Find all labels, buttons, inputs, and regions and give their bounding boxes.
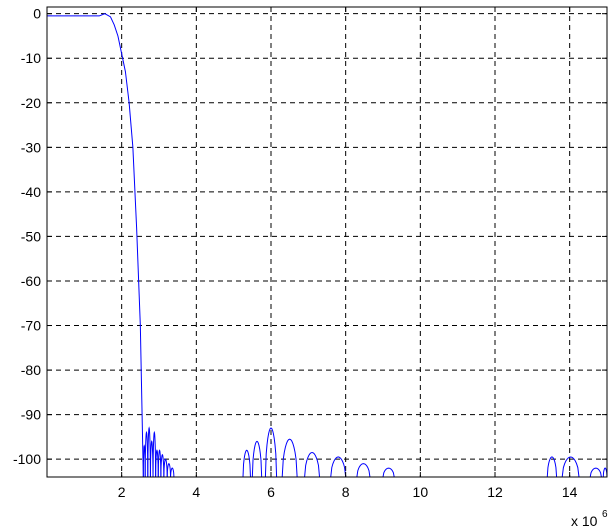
x-tick-label: 8 <box>342 484 350 500</box>
stopband-lobe <box>242 449 251 478</box>
grid-lines <box>47 7 607 477</box>
y-tick-label: -20 <box>21 95 41 111</box>
stopband-lobe <box>546 456 558 478</box>
passband-line <box>47 13 144 478</box>
stopband-lobe <box>170 467 175 478</box>
stopband-lobe <box>356 463 371 478</box>
x-tick-label: 4 <box>192 484 200 500</box>
axis-ticks <box>47 7 607 477</box>
plot-background <box>47 7 607 477</box>
stopband-lobe <box>155 449 159 478</box>
stopband-lobe <box>304 451 321 478</box>
y-tick-label: -90 <box>21 407 41 423</box>
data-series <box>47 13 608 478</box>
stopband-lobe <box>160 453 165 478</box>
x-tick-label: 12 <box>487 484 503 500</box>
stopband-lobe <box>330 456 347 478</box>
stopband-lobe <box>142 444 146 478</box>
stopband-lobe <box>561 456 580 478</box>
stopband-lobe <box>602 467 608 478</box>
y-tick-label: -10 <box>21 50 41 66</box>
stopband-lobe <box>149 440 154 478</box>
stopband-lobe <box>152 430 157 478</box>
stopband-lobe <box>144 430 149 478</box>
stopband-lobe <box>163 458 168 478</box>
y-tick-labels: 0 -10 -20 -30 -40 -50 -60 -70 -80 -90 -100 <box>13 6 41 467</box>
stopband-lobe <box>147 426 151 478</box>
y-tick-label: -60 <box>21 273 41 289</box>
y-tick-label: 0 <box>33 6 41 22</box>
stopband-lobe <box>382 467 395 478</box>
x-tick-label: 2 <box>118 484 126 500</box>
x-multiplier-label: x 10 <box>571 513 598 529</box>
x-multiplier-exponent: 6 <box>602 509 608 520</box>
y-tick-label: -70 <box>21 318 41 334</box>
stopband-lobe <box>251 440 263 478</box>
y-tick-label: -100 <box>13 451 41 467</box>
plot-frame <box>46 6 608 478</box>
stopband-lobe <box>166 463 172 478</box>
y-tick-label: -80 <box>21 362 41 378</box>
y-tick-label: -50 <box>21 228 41 244</box>
x-tick-label: 6 <box>267 484 275 500</box>
stopband-lobe <box>157 449 162 478</box>
y-tick-label: -30 <box>21 139 41 155</box>
y-tick-label: -40 <box>21 184 41 200</box>
x-tick-labels: 2 4 6 8 10 12 14 <box>118 484 578 500</box>
stopband-lobe <box>589 467 602 478</box>
stopband-lobe <box>264 427 278 478</box>
x-tick-label: 14 <box>562 484 578 500</box>
stopband-lobe <box>281 438 298 478</box>
x-tick-label: 10 <box>413 484 429 500</box>
